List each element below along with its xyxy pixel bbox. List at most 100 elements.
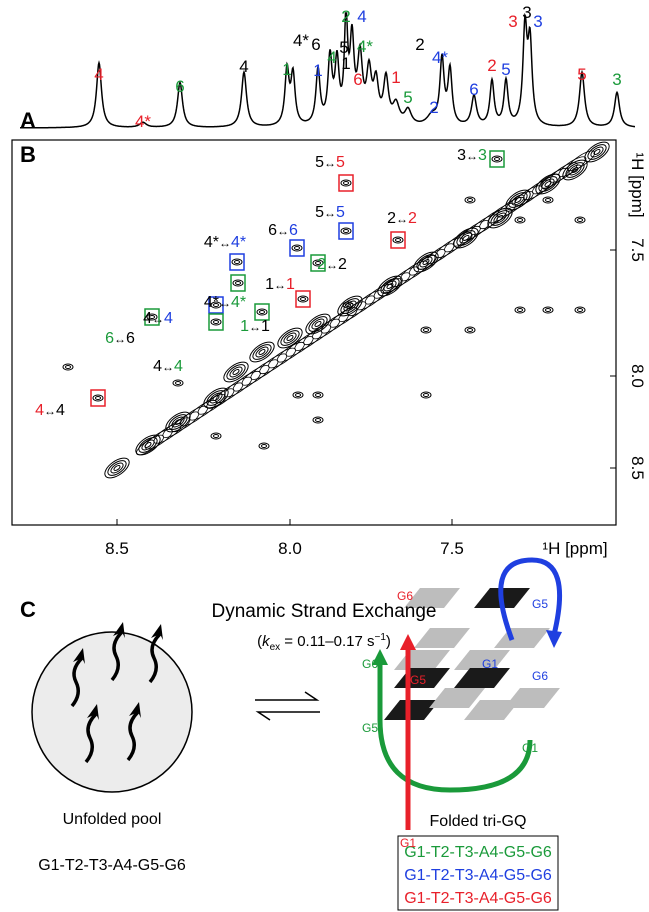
rate-open: ( bbox=[257, 633, 262, 650]
peak-label: 5 bbox=[501, 60, 510, 79]
cross-peak-from: 5 bbox=[315, 204, 324, 221]
contour bbox=[342, 301, 354, 309]
contour bbox=[426, 243, 455, 264]
peak-label: 4* bbox=[432, 48, 448, 67]
strand-label: G6 bbox=[532, 669, 548, 683]
cross-peak-from: 4* bbox=[204, 234, 219, 251]
contour bbox=[343, 181, 349, 185]
peak-label: 4* bbox=[293, 31, 309, 50]
cross-peak-from: 4* bbox=[204, 294, 219, 311]
rate-constant: (kex = 0.11–0.17 s−1) bbox=[257, 632, 391, 653]
contour bbox=[210, 318, 222, 326]
contour bbox=[577, 308, 583, 312]
rate-close: ) bbox=[386, 633, 391, 650]
contour bbox=[567, 150, 596, 172]
assignment-box bbox=[229, 253, 245, 271]
peak-label: 5 bbox=[577, 65, 586, 84]
contour bbox=[92, 394, 104, 402]
cross-peak-from: 2 bbox=[387, 210, 396, 227]
cross-peak-to: 6 bbox=[126, 330, 135, 347]
peak-label: 2 bbox=[341, 7, 350, 26]
strand-label: G5 bbox=[532, 597, 548, 611]
cross-peak-label: 4*↔4* bbox=[204, 234, 246, 251]
scheme-title: Dynamic Strand Exchange bbox=[212, 601, 437, 622]
contour bbox=[107, 460, 127, 476]
contour bbox=[235, 281, 241, 285]
peak-label: 5 bbox=[339, 38, 348, 57]
y-tick-label: 8.5 bbox=[628, 456, 647, 480]
sequence-box bbox=[397, 835, 559, 911]
contour bbox=[574, 306, 586, 314]
contour bbox=[517, 308, 523, 312]
peak-label: 4 bbox=[94, 65, 103, 84]
contour bbox=[542, 196, 554, 204]
cross-peak-arrow: ↔ bbox=[324, 156, 336, 170]
contour bbox=[308, 316, 328, 332]
contour bbox=[549, 162, 578, 183]
contour bbox=[280, 330, 300, 346]
contour bbox=[545, 198, 551, 202]
strand-label: G5 bbox=[362, 721, 378, 735]
strand-label: G6 bbox=[397, 589, 413, 603]
folded-sequence: G1-T2-T3-A4-G5-G6 bbox=[404, 890, 552, 907]
contour bbox=[113, 465, 121, 471]
contour bbox=[340, 179, 352, 187]
folded-label: Folded tri-GQ bbox=[430, 813, 527, 830]
contour bbox=[283, 332, 297, 344]
strand-label: G1 bbox=[522, 741, 538, 755]
cross-peak-arrow: ↔ bbox=[326, 258, 338, 272]
cross-peak-arrow: ↔ bbox=[114, 332, 126, 346]
cross-peak-arrow: ↔ bbox=[162, 360, 174, 374]
contour bbox=[303, 324, 332, 346]
y-axis-label: ¹H [ppm] bbox=[628, 152, 647, 217]
contour bbox=[413, 251, 439, 273]
contour bbox=[545, 308, 551, 312]
contour bbox=[517, 218, 523, 222]
contour bbox=[420, 391, 432, 399]
contour bbox=[514, 306, 526, 314]
cross-peak-from: 1 bbox=[265, 276, 274, 293]
cross-peak-label: 6↔6 bbox=[268, 222, 298, 239]
cross-peak-to: 1 bbox=[261, 318, 270, 335]
y-tick-label: 8.0 bbox=[628, 364, 647, 388]
cross-peak-from: 5 bbox=[315, 154, 324, 171]
contour bbox=[277, 327, 303, 349]
cross-peak-arrow: ↔ bbox=[249, 320, 261, 334]
peak-label: 1 bbox=[313, 61, 322, 80]
panel-label: B bbox=[20, 142, 36, 167]
contour bbox=[291, 244, 303, 252]
cross-peak-label: 2↔2 bbox=[387, 210, 417, 227]
peak-label: 3 bbox=[508, 12, 517, 31]
strand-label: G5 bbox=[410, 673, 426, 687]
contour bbox=[558, 156, 587, 177]
unfolded-sequence: G1-T2-T3-A4-G5-G6 bbox=[38, 857, 186, 874]
contour bbox=[423, 328, 429, 332]
contour bbox=[62, 363, 74, 371]
cross-peak-to: 4 bbox=[164, 310, 173, 327]
contour bbox=[490, 210, 510, 226]
cross-peak-label: 4↔4 bbox=[143, 310, 173, 327]
contour bbox=[172, 379, 184, 387]
contour bbox=[65, 365, 71, 369]
contour bbox=[256, 308, 268, 316]
cross-peak-to: 2 bbox=[408, 210, 417, 227]
contours bbox=[62, 141, 610, 479]
strand-heads bbox=[73, 622, 163, 720]
contour bbox=[345, 303, 351, 307]
cross-peak-to: 5 bbox=[336, 204, 345, 221]
contour bbox=[587, 144, 607, 160]
contour bbox=[210, 301, 222, 309]
cross-peak-to: 4 bbox=[174, 358, 183, 375]
peak-label: 4 bbox=[357, 7, 366, 26]
peak-label: 3 bbox=[612, 70, 621, 89]
contour bbox=[314, 321, 322, 327]
cross-peak-arrow: ↔ bbox=[44, 404, 56, 418]
contour bbox=[297, 295, 309, 303]
contour bbox=[226, 364, 246, 380]
contour bbox=[252, 344, 272, 360]
strand-label: G1 bbox=[482, 657, 498, 671]
equilibrium-arrows bbox=[255, 691, 320, 721]
quadruplex bbox=[372, 557, 563, 830]
contour bbox=[95, 396, 101, 400]
